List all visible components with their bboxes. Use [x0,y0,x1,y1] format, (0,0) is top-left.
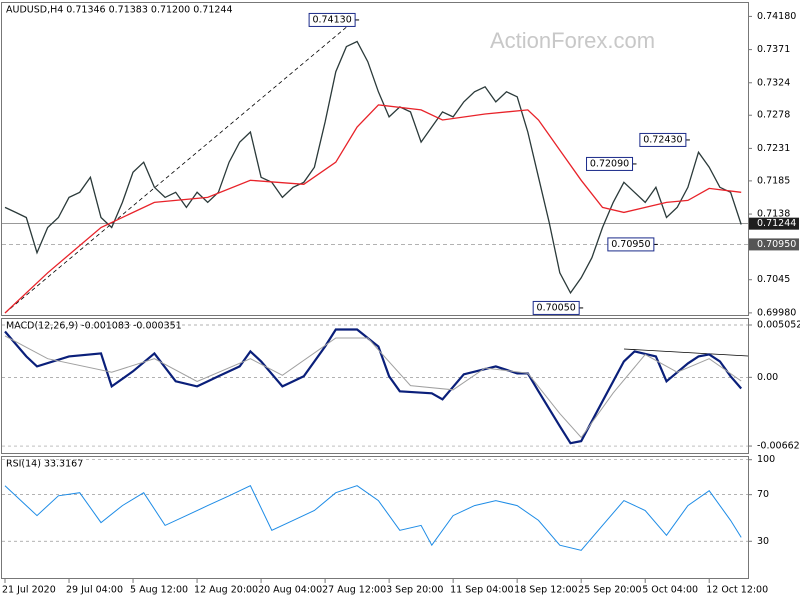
watermark: ActionForex.com [490,28,655,53]
price-marker-label: 0.70950 [757,239,796,250]
x-tick-label: 29 Jul 04:00 [66,585,123,596]
x-tick-label: 27 Aug 12:00 [322,585,386,596]
series-line [4,104,742,314]
x-tick-label: 25 Sep 20:00 [578,585,641,596]
series-line [4,485,742,551]
annotation-label: 0.70050 [537,302,576,313]
trend-line [4,19,356,314]
x-tick-label: 12 Oct 12:00 [706,585,768,596]
x-tick-label: 5 Oct 04:00 [642,585,698,596]
y-tick-label: 0.7231 [757,143,790,154]
x-tick-label: 21 Jul 2020 [2,585,56,596]
x-tick-label: 5 Aug 12:00 [130,585,188,596]
macd-title: MACD(12,26,9) -0.001083 -0.000351 [6,321,182,332]
y-tick-label: -0.006629 [757,441,800,452]
y-tick-label: 0.7324 [757,77,790,88]
y-tick-label: 0.7138 [757,209,790,220]
y-tick-label: 0.7371 [757,44,790,55]
y-tick-label: 0.7185 [757,175,790,186]
price-panel [1,2,749,316]
price-title: AUDUSD,H4 0.71346 0.71383 0.71200 0.7124… [6,5,233,16]
rsi-panel [1,456,749,579]
annotation-box [586,156,634,171]
macd-panel [1,318,749,454]
x-tick-label: 12 Aug 20:00 [194,585,258,596]
y-tick-label: 0.74180 [757,11,796,22]
annotation-label: 0.70950 [611,239,650,250]
annotation-label: 0.72090 [590,158,629,169]
series-line [4,335,742,439]
y-tick-label: 0.7045 [757,274,790,285]
y-tick-label: 0.005052 [757,319,800,330]
y-tick-label: 0.00 [757,372,778,383]
annotation-label: 0.74130 [312,14,351,25]
price-marker-box [749,217,799,230]
series-line [4,40,742,295]
x-tick-label: 11 Sep 04:00 [450,585,513,596]
rsi-title: RSI(14) 33.3167 [6,459,83,470]
x-tick-label: 18 Sep 12:00 [514,585,577,596]
annotation-box [639,132,687,147]
price-marker-label: 0.71244 [757,218,796,229]
annotation-box [532,300,580,315]
annotation-label: 0.72430 [643,134,682,145]
series-line [4,328,743,445]
price-marker-box [749,238,799,251]
annotation-box [308,12,356,27]
y-tick-label: 70 [757,489,769,500]
annotation-box [607,237,655,252]
x-tick-label: 3 Sep 20:00 [386,585,443,596]
y-tick-label: 0.7278 [757,110,790,121]
y-tick-label: 100 [757,454,775,465]
x-tick-label: 20 Aug 04:00 [258,585,322,596]
y-tick-label: 30 [757,536,769,547]
y-tick-label: 0.69980 [757,307,796,318]
macd-trend-line [623,348,749,357]
